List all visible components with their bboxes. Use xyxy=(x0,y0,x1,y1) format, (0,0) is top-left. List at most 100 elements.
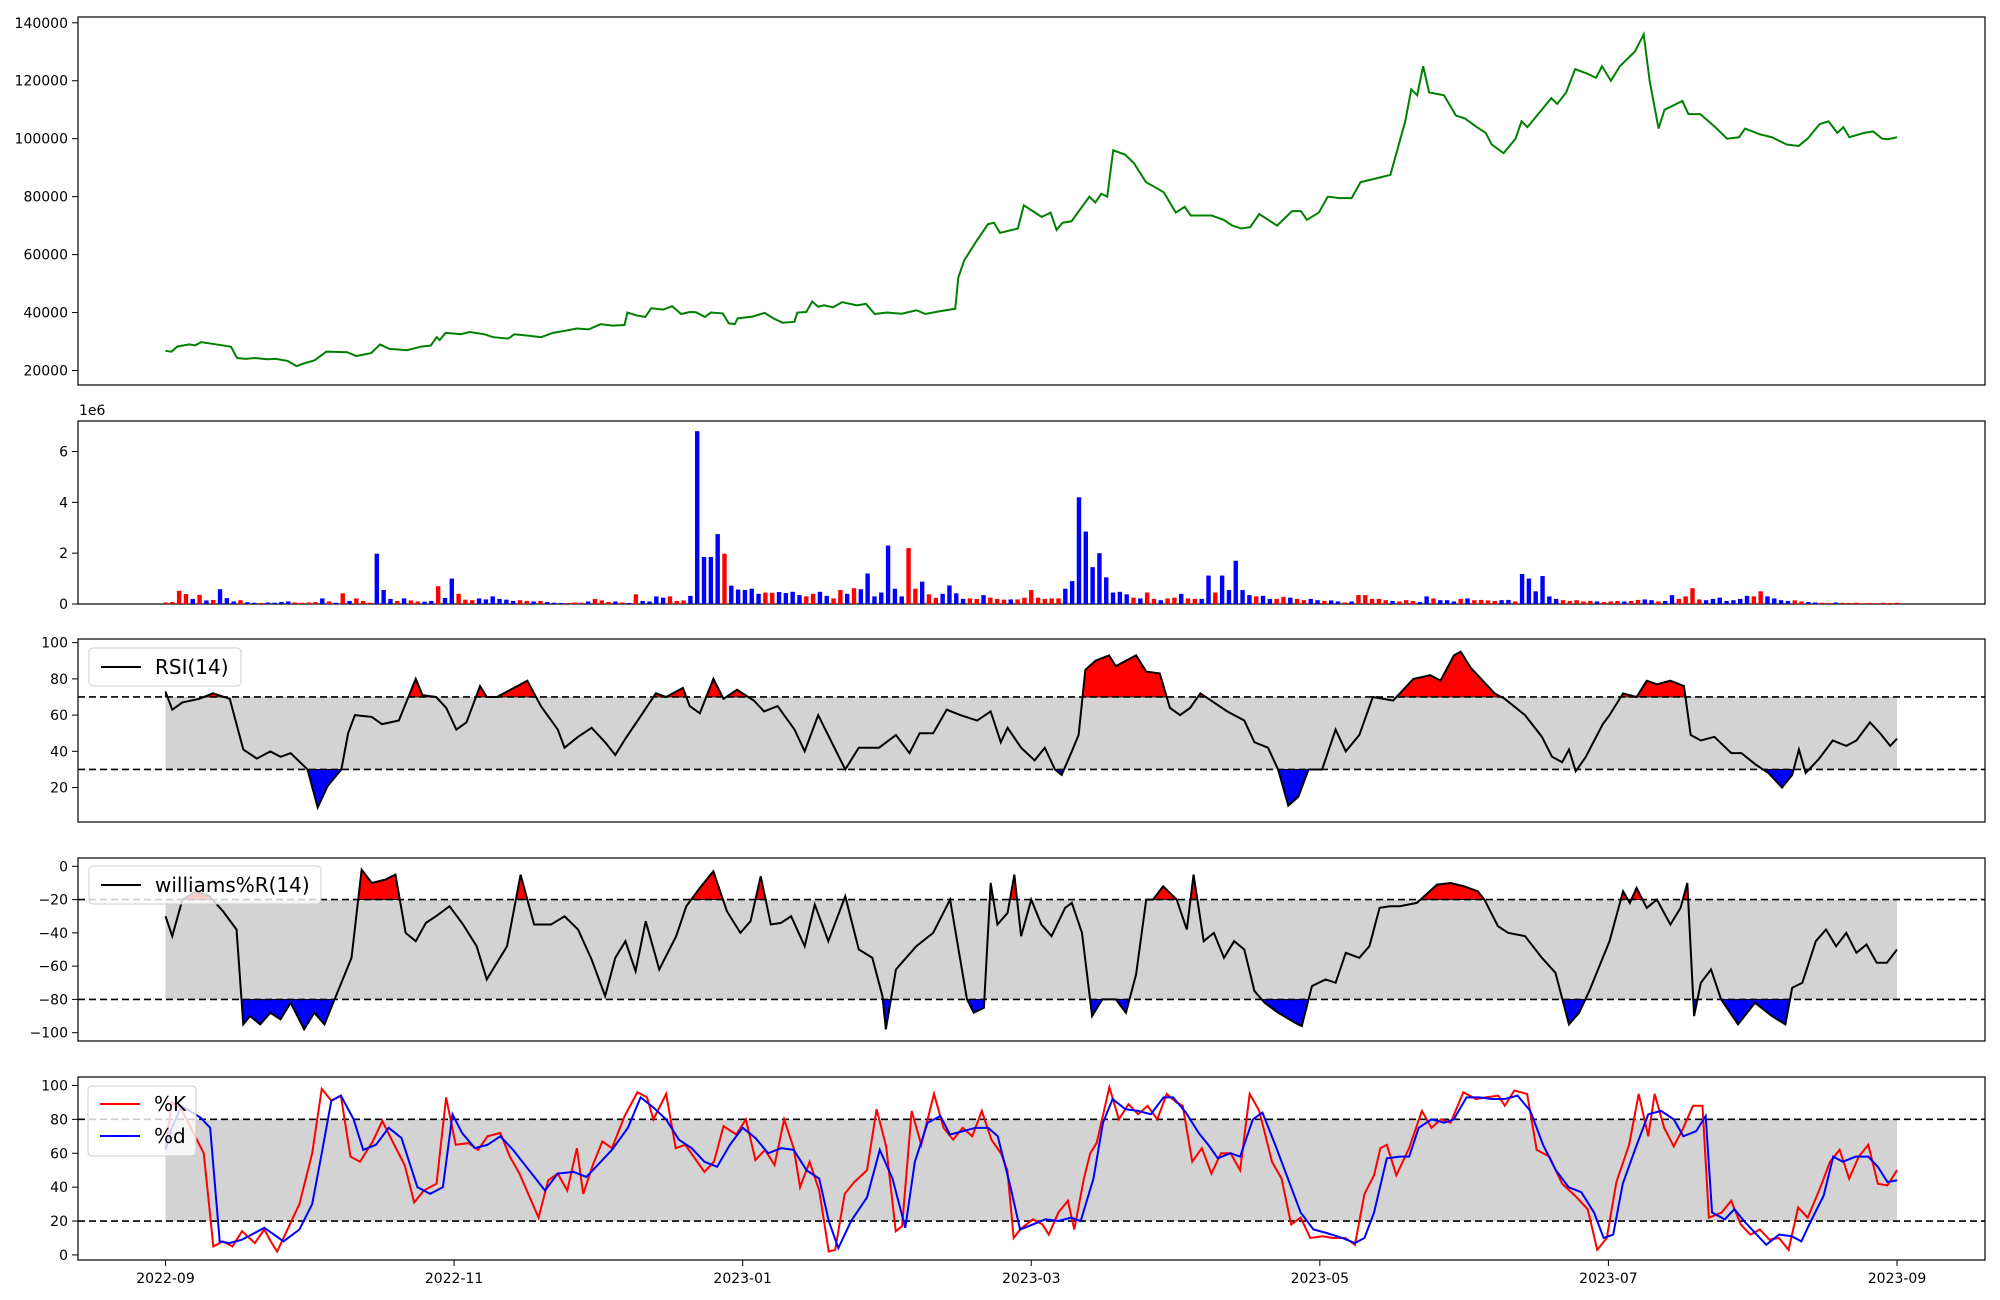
volume-bar xyxy=(1799,601,1804,604)
volume-bar xyxy=(1553,598,1559,604)
volume-bar xyxy=(790,591,795,604)
volume-bar xyxy=(947,585,952,604)
volume-bar xyxy=(1860,603,1866,604)
volume-bar xyxy=(599,600,604,604)
volume-bar xyxy=(981,595,986,604)
neutral-band xyxy=(165,1119,1897,1222)
volume-bar xyxy=(1049,598,1054,604)
volume-bar xyxy=(320,598,325,604)
volume-bar xyxy=(1213,592,1218,604)
volume-bar xyxy=(1294,598,1300,604)
volume-bar xyxy=(1615,600,1620,604)
volume-bar xyxy=(163,602,168,604)
volume-bar xyxy=(1581,601,1586,604)
y-tick-label: 60 xyxy=(50,708,68,724)
volume-bar xyxy=(1485,600,1491,604)
volume-bar xyxy=(1424,596,1429,604)
volume-bar xyxy=(429,600,434,604)
neutral-band xyxy=(165,899,1897,1000)
volume-bar xyxy=(1022,597,1027,604)
williams-panel: 0 −20 −40 −60 −80 −100 williams%R(14) xyxy=(30,857,1986,1042)
y-tick-label: 0 xyxy=(59,859,68,875)
volume-bar xyxy=(388,598,393,604)
volume-bar xyxy=(1683,596,1688,604)
volume-bar xyxy=(1335,601,1341,604)
rsi-y-ticks: 20 40 60 80 100 xyxy=(41,636,78,797)
volume-bar xyxy=(1887,602,1893,604)
volume-bar xyxy=(838,590,843,604)
volume-bar xyxy=(865,573,870,604)
y-tick-label: 20 xyxy=(50,1214,68,1230)
volume-bar xyxy=(1744,595,1750,604)
volume-bar xyxy=(1812,602,1818,604)
volume-bar xyxy=(545,601,550,604)
volume-bar xyxy=(1881,602,1886,604)
volume-bar xyxy=(231,601,236,604)
volume-bar xyxy=(470,600,475,604)
volume-bar xyxy=(667,596,673,604)
volume-bar xyxy=(1410,600,1416,604)
volume-bar xyxy=(1363,595,1368,604)
volume-bar xyxy=(204,600,209,604)
indicator-line xyxy=(164,867,1898,1032)
volume-bar xyxy=(1853,602,1859,604)
price-panel-frame xyxy=(77,16,1986,386)
volume-bar xyxy=(1628,600,1634,604)
volume-bar xyxy=(1656,601,1661,604)
y-tick-label: 100 xyxy=(41,636,68,652)
volume-bar xyxy=(1063,588,1068,604)
y-tick-label: 4 xyxy=(59,495,68,511)
volume-bar xyxy=(265,602,270,604)
volume-bar xyxy=(572,602,577,604)
volume-bar xyxy=(1703,600,1709,604)
volume-bar xyxy=(606,601,611,604)
volume-bar xyxy=(1444,600,1450,604)
volume-panel: 1e6 0 2 4 6 xyxy=(59,403,1986,613)
volume-bar xyxy=(1601,601,1607,604)
volume-bar xyxy=(1417,601,1423,604)
volume-bar xyxy=(1281,596,1286,604)
volume-bar xyxy=(715,534,720,604)
stochastic-y-ticks: 0 20 40 60 80 100 xyxy=(41,1078,78,1264)
volume-bar xyxy=(1438,600,1443,604)
volume-bar xyxy=(1090,567,1095,604)
volume-bar xyxy=(701,556,707,604)
x-tick-label: 2023-03 xyxy=(1002,1271,1061,1287)
volume-bar xyxy=(708,556,714,604)
x-tick-label: 2022-09 xyxy=(136,1271,195,1287)
volume-bar xyxy=(422,601,427,604)
y-tick-label: 0 xyxy=(59,597,68,613)
volume-bar xyxy=(1840,602,1845,604)
volume-bar xyxy=(1369,598,1375,604)
price-y-ticks: 20000 40000 60000 80000 100000 120000 140000 xyxy=(15,16,78,380)
volume-bar xyxy=(1724,600,1729,604)
y-tick-label: 80000 xyxy=(23,190,68,206)
rsi-legend: RSI(14) xyxy=(88,647,242,687)
x-tick-label: 2022-11 xyxy=(425,1271,484,1287)
volume-bar xyxy=(660,597,666,604)
volume-bar xyxy=(354,598,359,604)
volume-bar xyxy=(899,596,904,604)
volume-bar xyxy=(872,596,877,604)
volume-bar xyxy=(749,588,754,604)
volume-bar xyxy=(1819,602,1825,604)
volume-bar xyxy=(1274,598,1279,604)
rsi-legend-label: RSI(14) xyxy=(155,655,229,679)
volume-bar xyxy=(1390,600,1395,604)
volume-bar xyxy=(1185,598,1191,604)
volume-bar xyxy=(763,592,768,604)
volume-bar xyxy=(967,598,973,604)
volume-bar xyxy=(919,581,925,604)
volume-bar xyxy=(1179,593,1184,604)
y-tick-label: 80 xyxy=(50,1112,68,1128)
volume-bar xyxy=(1785,600,1791,604)
volume-bar xyxy=(1240,590,1245,604)
volume-bar xyxy=(1356,595,1361,604)
volume-bar xyxy=(810,593,816,604)
y-tick-label: 100000 xyxy=(15,132,68,148)
volume-bar xyxy=(654,596,659,604)
volume-bar xyxy=(776,592,782,604)
d-legend-label: %d xyxy=(154,1124,186,1148)
volume-bar xyxy=(1308,598,1313,604)
volume-bar xyxy=(360,600,366,604)
